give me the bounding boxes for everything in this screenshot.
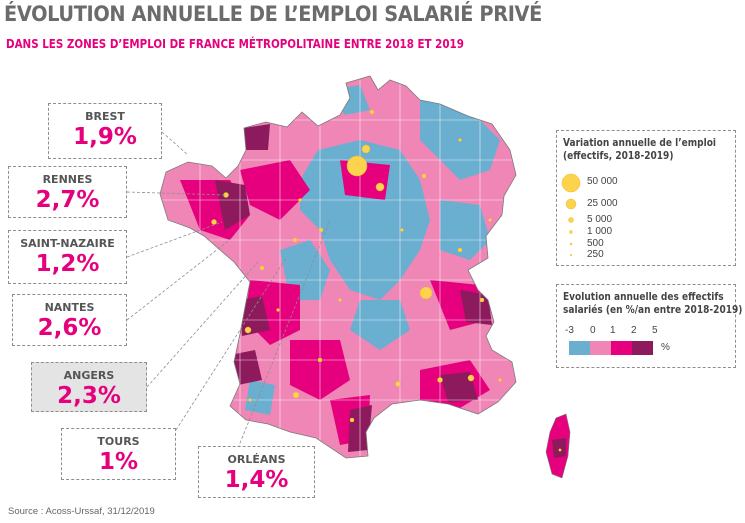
legend-size-item: 250 [587, 249, 604, 260]
legend-color-swatch [569, 341, 590, 355]
legend-color-swatch [632, 341, 653, 355]
legend-bubbles [561, 173, 581, 257]
callout-tours: TOURS 1% [61, 428, 176, 480]
legend-color-unit: % [661, 342, 670, 353]
legend-color-tick: 0 [590, 325, 596, 336]
page-subtitle: DANS LES ZONES D’EMPLOI DE FRANCE MÉTROP… [6, 37, 464, 51]
legend-color-swatch [611, 341, 632, 355]
callout-name: TOURS [97, 435, 140, 448]
legend-size-title: Variation annuelle de l’emploi (effectif… [563, 137, 717, 162]
legend-size-item: 25 000 [587, 198, 618, 209]
callout-name: ANGERS [63, 369, 115, 382]
employment-bubbles [211, 109, 562, 452]
legend-color-tick: 5 [652, 325, 658, 336]
callout-value: 1,4% [224, 467, 289, 493]
page-title: ÉVOLUTION ANNUELLE DE L’EMPLOI SALARIÉ P… [4, 2, 542, 26]
callout-name: ORLÉANS [227, 453, 286, 466]
source-note: Source : Acoss-Urssaf, 31/12/2019 [8, 506, 155, 517]
legend-size-item: 1 000 [587, 226, 613, 237]
callout-name: NANTES [44, 301, 95, 314]
callout-value: 2,3% [57, 383, 121, 409]
callout-name: BREST [85, 110, 125, 123]
legend-color-tick: 2 [631, 325, 637, 336]
legend-size-item: 50 000 [587, 176, 618, 187]
callout-value: 2,6% [37, 315, 102, 341]
legend-size: Variation annuelle de l’emploi (effectif… [556, 130, 736, 266]
zone-fills [160, 76, 516, 458]
callout-value: 1,9% [73, 124, 137, 150]
callout-rennes: RENNES 2,7% [8, 166, 127, 218]
callout-value: 1,2% [35, 251, 100, 277]
callout-name: RENNES [42, 173, 93, 186]
legend-size-item: 500 [587, 238, 604, 249]
callout-leaders [126, 131, 331, 449]
callout-brest: BREST 1,9% [48, 103, 162, 159]
legend-color-tick: -3 [565, 325, 574, 336]
callout-name: SAINT-NAZAIRE [20, 237, 115, 250]
legend-color-tick: 1 [610, 325, 616, 336]
callout-saint-nazaire: SAINT-NAZAIRE 1,2% [8, 230, 127, 284]
callout-angers: ANGERS 2,3% [31, 362, 147, 412]
legend-color-title: Evolution annuelle des effectifs salarié… [563, 291, 743, 316]
callout-value: 1% [98, 449, 139, 475]
callout-orleans: ORLÉANS 1,4% [198, 446, 315, 498]
callout-value: 2,7% [35, 187, 100, 213]
legend-size-item: 5 000 [587, 214, 613, 225]
legend-color: Evolution annuelle des effectifs salarié… [556, 284, 742, 368]
legend-color-swatch [590, 341, 611, 355]
callout-nantes: NANTES 2,6% [12, 294, 127, 346]
legend-color-swatches [569, 341, 653, 355]
